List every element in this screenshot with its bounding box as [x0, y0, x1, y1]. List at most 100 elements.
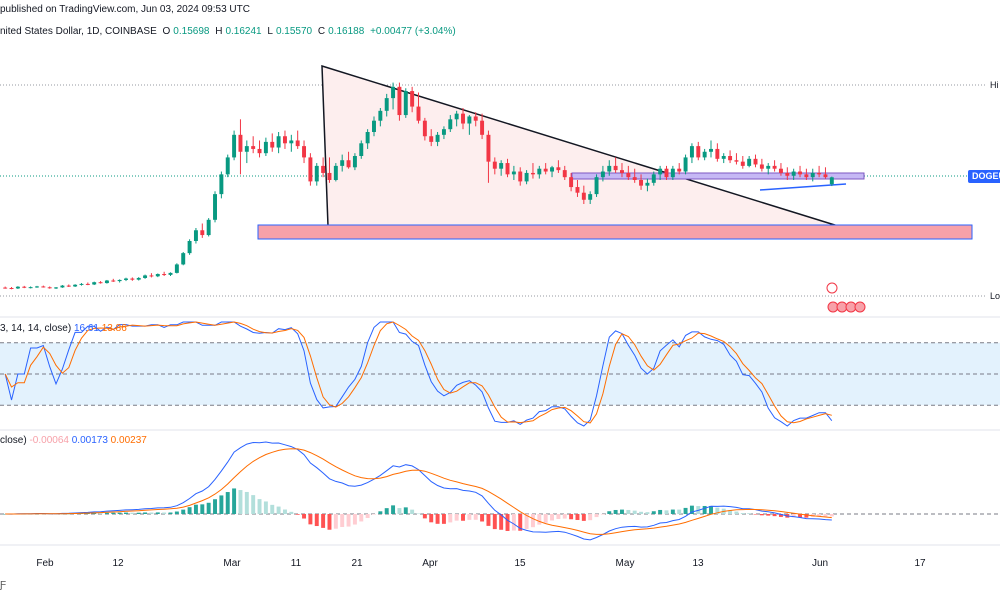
- candle-body: [689, 146, 694, 158]
- candle-body: [607, 165, 612, 172]
- macd-pane[interactable]: [0, 441, 1000, 541]
- candle-body: [454, 113, 459, 120]
- candle-body: [111, 280, 116, 282]
- macd-histogram-bar: [715, 507, 720, 514]
- macd-histogram-bar: [257, 499, 262, 514]
- macd-histogram-bar: [524, 514, 529, 529]
- close-value: 0.16188: [328, 26, 365, 37]
- macd-histogram-bar: [321, 514, 326, 528]
- candle-body: [47, 287, 52, 289]
- macd-histogram-bar: [441, 514, 446, 524]
- time-axis[interactable]: Feb 12 Mar 11 21 Apr 15 May 13 Jun 17: [36, 558, 926, 569]
- macd-histogram-bar: [143, 512, 148, 514]
- macd-histogram-bar: [327, 514, 332, 530]
- time-tick-label: 12: [112, 558, 124, 569]
- candle-body: [238, 134, 243, 152]
- candle-body: [104, 280, 109, 284]
- macd-histogram-bar: [600, 514, 605, 515]
- macd-histogram-bar: [499, 514, 504, 530]
- price-pane[interactable]: [3, 64, 973, 313]
- candle-body: [232, 134, 237, 158]
- macd-histogram-bar: [162, 512, 167, 514]
- candle-body: [302, 146, 307, 158]
- macd-histogram-bar: [766, 514, 771, 516]
- candle-body: [3, 287, 8, 289]
- macd-legend[interactable]: close) -0.00064 0.00173 0.00237: [0, 435, 147, 446]
- candle-body: [505, 163, 510, 175]
- stoch-d-value: 13.86: [101, 323, 127, 334]
- symbol-header: nited States Dollar, 1D, COINBASE O 0.156…: [0, 26, 459, 37]
- macd-histogram-bar: [798, 514, 802, 518]
- macd-histogram-bar: [136, 512, 141, 514]
- macd-histogram-bar: [772, 514, 777, 517]
- macd-histogram-bar: [85, 513, 90, 514]
- macd-histogram-bar: [562, 514, 567, 519]
- macd-histogram-bar: [778, 514, 783, 517]
- candle-body: [143, 275, 148, 278]
- macd-histogram-bar: [626, 509, 631, 514]
- candle-body: [54, 287, 59, 289]
- macd-histogram-bar: [448, 514, 453, 523]
- candle-body: [594, 177, 599, 195]
- tradingview-logo: Ƒ: [0, 580, 7, 591]
- macd-histogram-bar: [98, 513, 103, 514]
- candle-body: [187, 240, 192, 254]
- stoch-rsi-pane[interactable]: [0, 321, 1000, 427]
- candle-body: [467, 116, 472, 124]
- candle-body: [372, 120, 376, 132]
- candle-body: [314, 165, 319, 182]
- time-tick-label: 21: [351, 558, 363, 569]
- candle-body: [174, 264, 179, 273]
- candle-body: [461, 113, 465, 124]
- macd-histogram-bar: [435, 514, 440, 524]
- candle-body: [728, 156, 733, 161]
- time-tick-label: Jun: [812, 558, 828, 569]
- candle-body: [66, 285, 71, 287]
- candle-body: [365, 132, 370, 144]
- macd-signal-value: 0.00237: [110, 435, 147, 446]
- low-label-edge: Lo: [990, 291, 1000, 301]
- macd-histogram-bar: [149, 512, 154, 514]
- macd-histogram-bar: [639, 511, 644, 514]
- macd-histogram-bar: [193, 504, 198, 514]
- event-icon: [854, 301, 866, 313]
- stoch-k-value: 16.61: [73, 323, 99, 334]
- stoch-rsi-legend[interactable]: 3, 14, 14, close) 16.61 13.86: [0, 323, 127, 334]
- macd-histogram-bar: [232, 488, 237, 514]
- candle-body: [747, 158, 752, 166]
- candle-body: [193, 230, 198, 241]
- macd-histogram-bar: [104, 512, 109, 514]
- macd-histogram-bar: [613, 509, 618, 514]
- macd-histogram-bar: [378, 511, 383, 514]
- macd-histogram-bar: [372, 514, 376, 515]
- candle-body: [162, 274, 167, 276]
- macd-histogram-bar: [511, 514, 516, 531]
- candle-body: [581, 192, 586, 200]
- published-notice: published on TradingView.com, Jun 03, 20…: [0, 4, 250, 15]
- macd-histogram-bar: [620, 509, 624, 514]
- macd-histogram-bar: [683, 507, 688, 514]
- candle-body: [263, 141, 268, 154]
- high-label-edge: Hi: [990, 80, 999, 90]
- candle-body: [124, 278, 128, 280]
- candle-body: [168, 272, 173, 275]
- candle-body: [321, 165, 326, 173]
- candle-body: [429, 136, 434, 142]
- macd-histogram-bar: [365, 514, 370, 518]
- macd-histogram-bar: [677, 509, 682, 514]
- macd-histogram-bar: [556, 514, 561, 520]
- candle-body: [778, 168, 783, 173]
- open-label: O: [162, 26, 171, 37]
- macd-histogram-bar: [740, 513, 745, 514]
- macd-histogram-bar: [632, 510, 637, 514]
- resistance-zone: [571, 172, 865, 180]
- candle-body: [486, 134, 491, 162]
- macd-histogram-bar: [213, 499, 217, 514]
- candle-body: [740, 161, 745, 166]
- candle-body: [785, 172, 790, 176]
- time-tick-label: Feb: [36, 558, 54, 569]
- candle-body: [391, 86, 396, 99]
- price-tag: DOGEUS: [968, 170, 1000, 183]
- macd-histogram-bar: [314, 514, 319, 527]
